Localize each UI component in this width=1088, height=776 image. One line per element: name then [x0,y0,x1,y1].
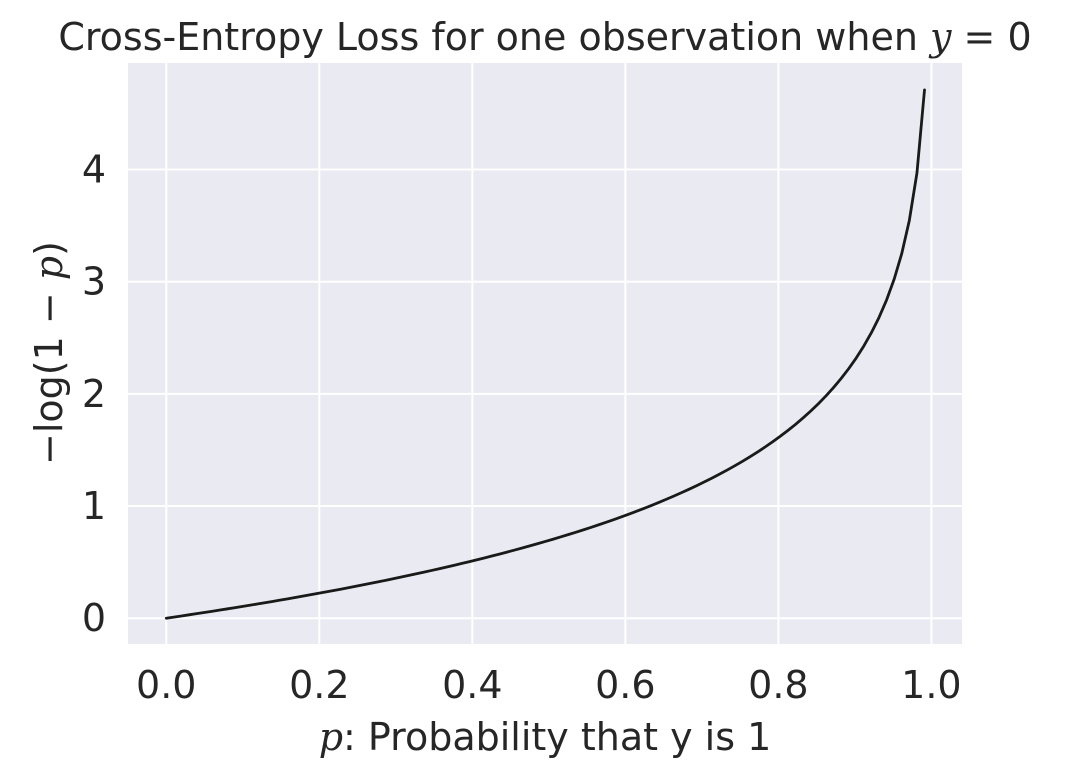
y-tick-label: 1 [82,484,106,528]
grid [128,63,962,644]
x-tick-label: 0.4 [442,663,502,707]
y-tick-label: 3 [82,260,106,304]
y-tick-label: 0 [82,596,106,640]
series-line [164,88,926,620]
x-tick-label: 0.6 [595,663,655,707]
y-tick-label: 2 [82,372,106,416]
chart-title: Cross-Entropy Loss for one observation w… [58,15,1031,59]
plot-background [128,63,962,644]
x-tick-label: 0.2 [289,663,349,707]
x-tick-label: 0.8 [748,663,808,707]
y-tick-label: 4 [82,148,106,192]
y-tick-labels: 0 1 2 3 4 [82,148,106,641]
y-axis-label: −log(1 − p) [27,241,71,465]
x-axis-label: p: Probability that y is 1 [319,715,772,759]
x-tick-label: 1.0 [901,663,961,707]
x-tick-labels: 0.0 0.2 0.4 0.6 0.8 1.0 [136,663,962,707]
x-tick-label: 0.0 [136,663,196,707]
